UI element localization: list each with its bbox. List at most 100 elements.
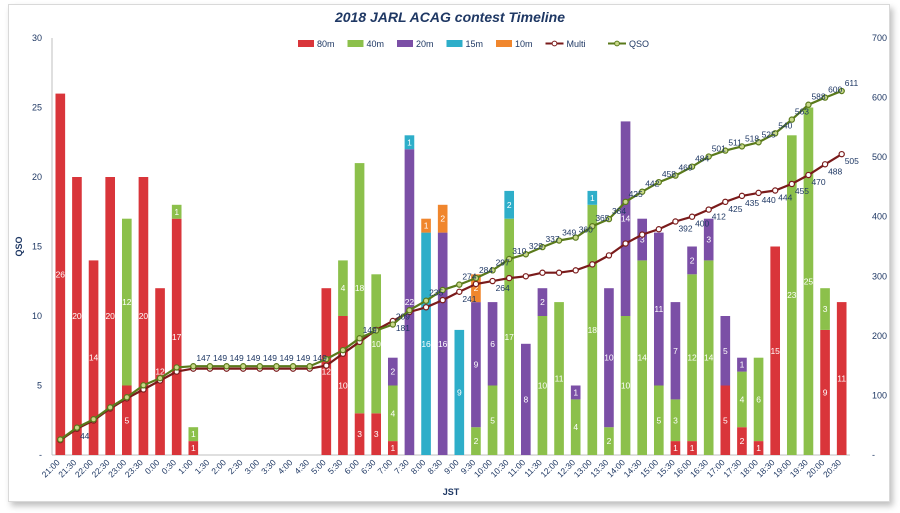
y-axis-title: QSO: [14, 236, 24, 256]
point-QSO: [655, 178, 663, 186]
point-QSO: [273, 363, 280, 370]
bar-80m: [338, 316, 348, 455]
bar-value-label: 1: [407, 137, 412, 147]
qso-value-label: 611: [845, 78, 859, 88]
bar-value-label: 2: [507, 200, 512, 210]
point-QSO: [206, 363, 214, 370]
legend-label-20m: 20m: [416, 39, 434, 49]
bar-value-label: 11: [837, 374, 846, 384]
bar-80m: [687, 441, 697, 455]
bar-value-label: 1: [174, 207, 179, 217]
bar-value-label: 16: [421, 339, 431, 349]
multi-value-label: 400: [695, 219, 709, 229]
bar-value-label: 3: [374, 429, 379, 439]
bar-value-label: 20: [72, 311, 82, 321]
bar-40m: [554, 302, 564, 455]
bar-value-label: 1: [740, 360, 745, 370]
qso-value-label: 525: [762, 129, 776, 139]
bar-15m: [421, 232, 431, 455]
y2-tick-label: 300: [872, 271, 887, 281]
qso-value-label: 518: [745, 133, 759, 143]
bar-value-label: 11: [555, 374, 564, 384]
bar-value-label: 14: [637, 353, 647, 363]
bar-40m: [703, 260, 714, 455]
point-QSO: [173, 364, 180, 371]
point-Multi: [323, 362, 330, 369]
point-Multi: [705, 206, 712, 213]
bar-80m: [171, 218, 182, 455]
point-QSO: [572, 234, 579, 241]
bar-20m: [637, 218, 648, 261]
point-QSO: [755, 139, 762, 146]
bar-value-label: 4: [740, 394, 745, 404]
point-QSO: [123, 394, 131, 401]
bar-value-label: 12: [155, 367, 165, 377]
bar-80m: [387, 441, 398, 455]
point-Multi: [838, 150, 845, 158]
bar-20m: [737, 357, 747, 372]
point-Multi: [456, 288, 463, 295]
qso-value-label: 149: [246, 353, 260, 363]
y-tick-label: 25: [32, 103, 42, 113]
bar-value-label: 7: [673, 346, 678, 356]
multi-value-label: 241: [462, 294, 476, 304]
bar-40m: [471, 427, 481, 455]
point-QSO: [522, 251, 530, 258]
bar-80m: [105, 177, 116, 455]
point-Multi: [672, 218, 679, 225]
bar-20m: [437, 232, 448, 455]
bar-value-label: 4: [390, 408, 395, 418]
bar-40m: [504, 218, 515, 455]
point-QSO: [389, 321, 397, 328]
x-tick-label: 4:30: [292, 457, 311, 476]
qso-value-label: 284: [479, 265, 493, 275]
point-Multi: [738, 192, 746, 200]
point-QSO: [372, 327, 380, 334]
qso-value-label: 235: [429, 288, 443, 298]
point-QSO: [306, 363, 313, 370]
bar-80m: [72, 177, 82, 455]
bar-value-label: 12: [687, 353, 697, 363]
bar-40m: [338, 260, 348, 316]
point-QSO: [140, 382, 147, 389]
bar-value-label: 9: [823, 387, 828, 397]
bar-value-label: 10: [371, 339, 381, 349]
bar-value-label: 1: [756, 443, 761, 453]
legend-label-80m: 80m: [317, 39, 335, 49]
x-tick-label: 4:00: [276, 457, 295, 476]
bar-value-label: 12: [322, 367, 332, 377]
x-tick-label: 20:30: [821, 457, 843, 479]
bar-value-label: 1: [390, 443, 395, 453]
x-tick-label: 1:30: [193, 457, 212, 476]
point-QSO: [771, 130, 779, 137]
point-QSO: [190, 363, 197, 370]
bar-value-label: 2: [540, 297, 545, 307]
multi-value-label: 440: [762, 195, 776, 205]
point-Multi: [522, 273, 530, 280]
bar-80m: [753, 441, 764, 455]
bar-40m: [487, 385, 498, 455]
legend-swatch-80m: [298, 40, 314, 47]
bar-15m: [587, 190, 598, 205]
multi-value-label: 505: [845, 156, 859, 166]
x-tick-label: 3:30: [259, 457, 278, 476]
bar-value-label: 5: [723, 346, 728, 356]
bar-value-label: 20: [139, 311, 149, 321]
point-Multi: [489, 277, 496, 285]
qso-value-label: 501: [712, 144, 726, 154]
qso-value-label: 149: [313, 353, 327, 363]
x-tick-label: 10:30: [488, 457, 510, 479]
legend-label-10m: 10m: [515, 39, 533, 49]
point-QSO: [605, 215, 613, 223]
bar-value-label: 15: [770, 346, 780, 356]
bar-80m: [121, 385, 132, 455]
bar-20m: [604, 288, 614, 428]
bar-40m: [803, 107, 814, 455]
bar-value-label: 3: [706, 235, 711, 245]
bar-value-label: 3: [673, 415, 678, 425]
point-QSO: [239, 363, 247, 370]
point-QSO: [439, 286, 446, 294]
qso-value-label: 329: [529, 241, 543, 251]
bar-40m: [637, 260, 648, 455]
bar-40m: [820, 288, 830, 330]
